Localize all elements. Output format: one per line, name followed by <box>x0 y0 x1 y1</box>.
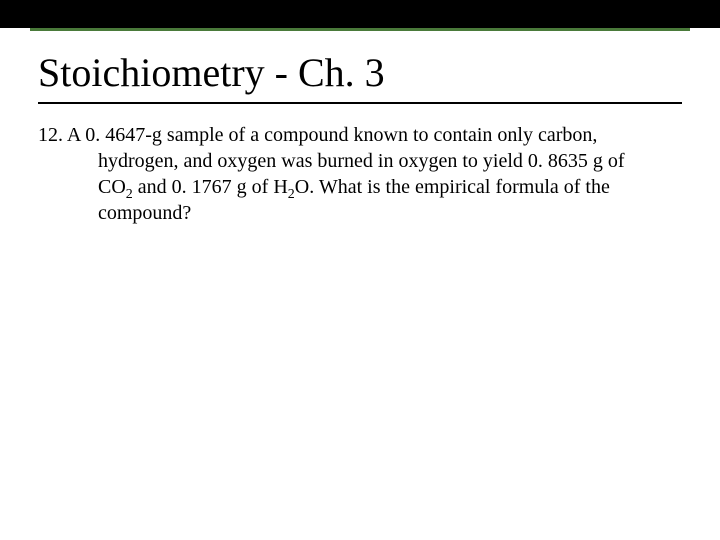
problem-block: 12. A 0. 4647-g sample of a compound kno… <box>38 122 682 226</box>
slide-title: Stoichiometry - Ch. 3 <box>38 49 682 96</box>
problem-line-3: CO2 and 0. 1767 g of H2O. What is the em… <box>38 174 682 200</box>
title-underline <box>38 102 682 104</box>
problem-line-4: compound? <box>38 200 682 226</box>
h2o-subscript: 2 <box>288 187 295 202</box>
problem-line-2: hydrogen, and oxygen was burned in oxyge… <box>38 148 682 174</box>
problem-text-1: A 0. 4647-g sample of a compound known t… <box>67 124 597 146</box>
problem-line-1: 12. A 0. 4647-g sample of a compound kno… <box>38 122 682 148</box>
slide-content: Stoichiometry - Ch. 3 12. A 0. 4647-g sa… <box>0 31 720 226</box>
top-black-bar <box>0 0 720 28</box>
co2-text: CO <box>98 176 126 198</box>
line3-mid: and 0. 1767 g of H <box>133 176 288 198</box>
problem-number: 12. <box>38 124 63 146</box>
line3-end: O. What is the empirical formula of the <box>295 176 610 198</box>
